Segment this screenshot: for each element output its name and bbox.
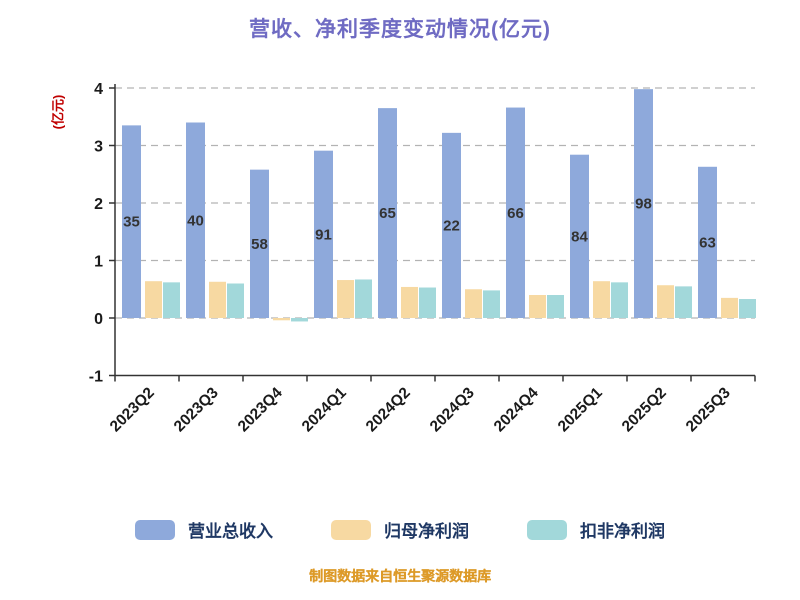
legend-item-total-revenue: 营业总收入 [135, 517, 273, 542]
y-tick-label: 3 [94, 139, 103, 156]
bar-value-label: 22 [443, 217, 460, 234]
legend-label-non-gaap-profit: 扣非净利润 [580, 522, 665, 541]
chart-title: 营收、净利季度变动情况(亿元) [249, 18, 551, 41]
x-tick-label: 2023Q4 [235, 384, 286, 435]
bar-value-label: 66 [507, 205, 524, 222]
x-tick-label: 2023Q2 [107, 384, 158, 435]
bar-series-0 [698, 166, 717, 318]
bar-series-2 [675, 286, 692, 318]
bar-series-1 [529, 295, 546, 318]
bar-value-label: 98 [635, 196, 652, 213]
x-tick-label: 2025Q2 [619, 384, 670, 435]
bar-series-1 [657, 285, 674, 318]
bar-value-label: 63 [699, 234, 716, 251]
bar-series-2 [611, 282, 628, 318]
x-tick-label: 2024Q2 [363, 384, 414, 435]
x-tick-label: 2024Q1 [299, 384, 350, 435]
x-tick-label: 2025Q1 [555, 384, 606, 435]
bar-series-2 [355, 279, 372, 318]
bar-value-label: 84 [571, 228, 588, 245]
bar-series-0 [314, 150, 333, 318]
bar-series-0 [570, 154, 589, 318]
bar-series-2 [163, 282, 180, 318]
bar-series-1 [273, 318, 290, 321]
bar-series-1 [209, 281, 226, 318]
x-tick-label: 2023Q3 [171, 384, 222, 435]
bar-series-1 [465, 289, 482, 318]
chart-legend: 营业总收入 归母净利润 扣非净利润 [0, 517, 800, 542]
legend-item-net-profit: 归母净利润 [331, 517, 469, 542]
x-tick-label: 2024Q3 [427, 384, 478, 435]
data-source-note: 制图数据来自恒生聚源数据库 [309, 568, 491, 584]
bar-value-label: 58 [251, 236, 268, 253]
bar-value-label: 35 [123, 214, 140, 231]
bar-series-0 [378, 108, 397, 318]
bar-series-0 [634, 89, 653, 319]
bar-series-2 [419, 287, 436, 318]
bar-series-2 [483, 290, 500, 318]
legend-item-non-gaap-profit: 扣非净利润 [527, 517, 665, 542]
bar-series-1 [401, 286, 418, 318]
bar-series-2 [291, 318, 308, 322]
legend-label-net-profit: 归母净利润 [384, 522, 469, 541]
y-tick-label: 4 [94, 81, 103, 98]
legend-label-total-revenue: 营业总收入 [188, 522, 273, 541]
y-tick-label: 1 [94, 254, 103, 271]
bar-series-2 [547, 295, 564, 318]
y-tick-label: -1 [89, 369, 103, 386]
bar-series-1 [593, 281, 610, 318]
bar-series-1 [337, 280, 354, 318]
y-tick-label: 2 [94, 196, 103, 213]
bar-value-label: 40 [187, 212, 204, 229]
bar-series-2 [227, 283, 244, 318]
bar-series-0 [442, 132, 461, 318]
bar-value-label: 65 [379, 205, 396, 222]
bar-series-1 [721, 297, 738, 318]
bar-series-0 [250, 169, 269, 318]
x-tick-label: 2025Q3 [683, 384, 734, 435]
bar-series-2 [739, 299, 756, 318]
y-tick-label: 0 [94, 311, 103, 328]
bar-series-0 [122, 125, 141, 318]
bar-series-0 [506, 107, 525, 318]
legend-swatch-non-gaap-profit [527, 519, 567, 540]
legend-swatch-total-revenue [135, 519, 175, 540]
bar-series-1 [145, 281, 162, 318]
bar-value-label: 91 [315, 226, 332, 243]
bar-series-0 [186, 122, 205, 318]
x-tick-label: 2024Q4 [491, 384, 542, 435]
legend-swatch-net-profit [331, 519, 371, 540]
